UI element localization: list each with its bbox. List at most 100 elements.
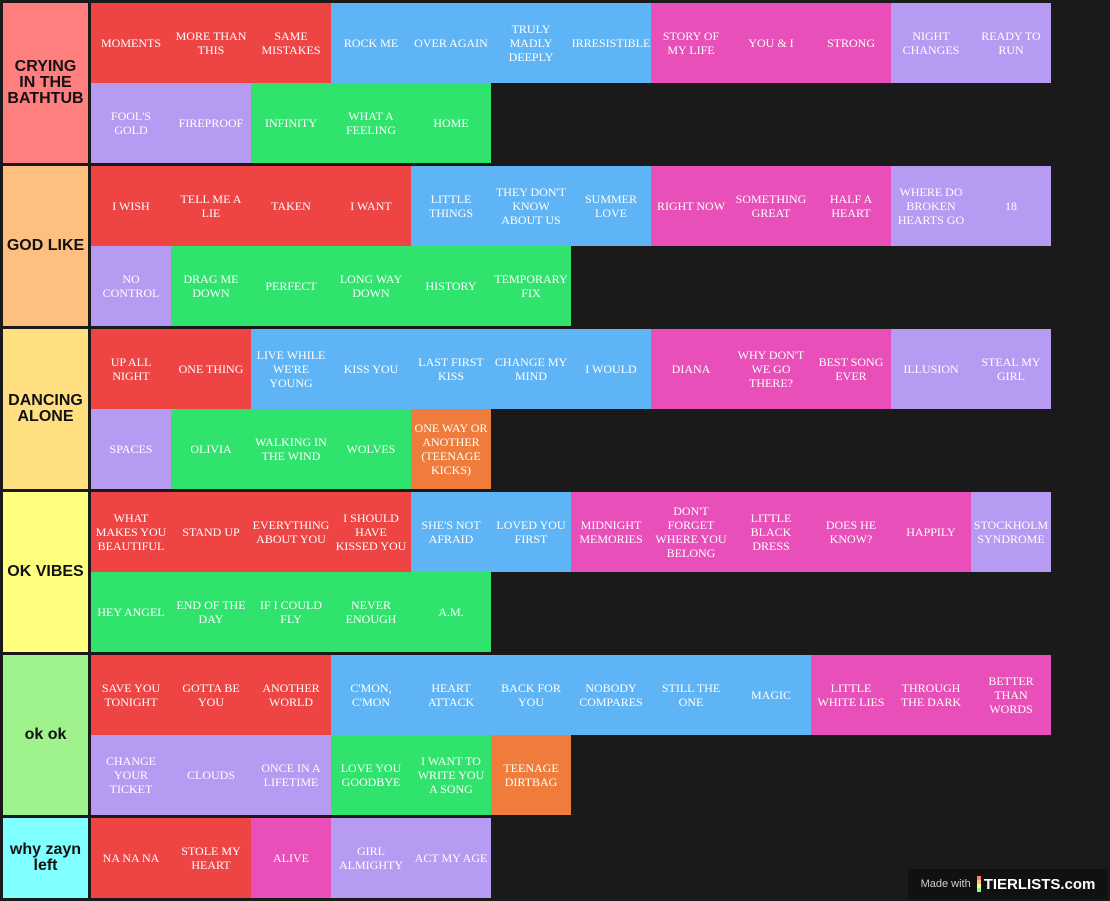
tier-item[interactable]: IF I COULD FLY	[251, 572, 331, 652]
tier-label[interactable]: DANCING ALONE	[3, 329, 88, 489]
tier-item[interactable]: STOLE MY HEART	[171, 818, 251, 898]
tier-item[interactable]: PERFECT	[251, 246, 331, 326]
tier-item[interactable]: I WOULD	[571, 329, 651, 409]
tier-item[interactable]: DOES HE KNOW?	[811, 492, 891, 572]
tier-item[interactable]: NO CONTROL	[91, 246, 171, 326]
tier-item[interactable]: HISTORY	[411, 246, 491, 326]
tier-item[interactable]: TEMPORARY FIX	[491, 246, 571, 326]
tier-item[interactable]: STEAL MY GIRL	[971, 329, 1051, 409]
tier-item[interactable]: ANOTHER WORLD	[251, 655, 331, 735]
tier-item[interactable]: DIANA	[651, 329, 731, 409]
tier-item[interactable]: LOVE YOU GOODBYE	[331, 735, 411, 815]
tier-item[interactable]: INFINITY	[251, 83, 331, 163]
tier-item[interactable]: EVERYTHING ABOUT YOU	[251, 492, 331, 572]
tier-item[interactable]: 18	[971, 166, 1051, 246]
tier-item[interactable]: YOU & I	[731, 3, 811, 83]
tier-item[interactable]: I WANT TO WRITE YOU A SONG	[411, 735, 491, 815]
tier-item[interactable]: SAVE YOU TONIGHT	[91, 655, 171, 735]
tier-item[interactable]: CHANGE YOUR TICKET	[91, 735, 171, 815]
watermark[interactable]: Made with TIERLISTS.com	[908, 869, 1108, 899]
tier-item[interactable]: HEY ANGEL	[91, 572, 171, 652]
tier-item[interactable]: MORE THAN THIS	[171, 3, 251, 83]
tier-item[interactable]: SOMETHING GREAT	[731, 166, 811, 246]
tier-item[interactable]: STAND UP	[171, 492, 251, 572]
tier-item[interactable]: LITTLE BLACK DRESS	[731, 492, 811, 572]
tier-item[interactable]: HAPPILY	[891, 492, 971, 572]
tier-item[interactable]: LITTLE WHITE LIES	[811, 655, 891, 735]
tier-label[interactable]: why zayn left	[3, 818, 88, 898]
tier-item[interactable]: HOME	[411, 83, 491, 163]
tier-item[interactable]: OLIVIA	[171, 409, 251, 489]
tier-item[interactable]: LOVED YOU FIRST	[491, 492, 571, 572]
tierlists-logo-icon: TIERLISTS.com	[976, 876, 1095, 893]
tier-item[interactable]: MIDNIGHT MEMORIES	[571, 492, 651, 572]
tier-item[interactable]: CLOUDS	[171, 735, 251, 815]
tier-item[interactable]: I WISH	[91, 166, 171, 246]
tier-item[interactable]: LIVE WHILE WE'RE YOUNG	[251, 329, 331, 409]
tier-item[interactable]: LONG WAY DOWN	[331, 246, 411, 326]
tier-label[interactable]: GOD LIKE	[3, 166, 88, 326]
tier-item[interactable]: END OF THE DAY	[171, 572, 251, 652]
tier-item[interactable]: NEVER ENOUGH	[331, 572, 411, 652]
tier-item[interactable]: ONCE IN A LIFETIME	[251, 735, 331, 815]
tier-item[interactable]: ILLUSION	[891, 329, 971, 409]
tier-item[interactable]: STRONG	[811, 3, 891, 83]
tier-item[interactable]: READY TO RUN	[971, 3, 1051, 83]
tier-item[interactable]: ONE WAY OR ANOTHER (TEENAGE KICKS)	[411, 409, 491, 489]
tier-item[interactable]: I SHOULD HAVE KISSED YOU	[331, 492, 411, 572]
tier-item[interactable]: TEENAGE DIRTBAG	[491, 735, 571, 815]
tier-label[interactable]: OK VIBES	[3, 492, 88, 652]
tier-item[interactable]: A.M.	[411, 572, 491, 652]
tier-item[interactable]: TAKEN	[251, 166, 331, 246]
tier-item[interactable]: STILL THE ONE	[651, 655, 731, 735]
tier-item[interactable]: WHERE DO BROKEN HEARTS GO	[891, 166, 971, 246]
tier-item[interactable]: KISS YOU	[331, 329, 411, 409]
tier-item[interactable]: NIGHT CHANGES	[891, 3, 971, 83]
tier-item[interactable]: I WANT	[331, 166, 411, 246]
tier-item[interactable]: NOBODY COMPARES	[571, 655, 651, 735]
tier-item[interactable]: MAGIC	[731, 655, 811, 735]
tier-label[interactable]: ok ok	[3, 655, 88, 815]
tier-item[interactable]: SAME MISTAKES	[251, 3, 331, 83]
tier-item[interactable]: DON'T FORGET WHERE YOU BELONG	[651, 492, 731, 572]
tier-item[interactable]: BACK FOR YOU	[491, 655, 571, 735]
tier-item[interactable]: THROUGH THE DARK	[891, 655, 971, 735]
tier-item[interactable]: RIGHT NOW	[651, 166, 731, 246]
tier-item[interactable]: MOMENTS	[91, 3, 171, 83]
tier-item[interactable]: UP ALL NIGHT	[91, 329, 171, 409]
tier-item[interactable]: TRULY MADLY DEEPLY	[491, 3, 571, 83]
tier-item[interactable]: TELL ME A LIE	[171, 166, 251, 246]
tier-item[interactable]: GOTTA BE YOU	[171, 655, 251, 735]
tier-item[interactable]: THEY DON'T KNOW ABOUT US	[491, 166, 571, 246]
tier-item[interactable]: STORY OF MY LIFE	[651, 3, 731, 83]
tier-item[interactable]: BETTER THAN WORDS	[971, 655, 1051, 735]
tier-item[interactable]: SHE'S NOT AFRAID	[411, 492, 491, 572]
tier-item[interactable]: LAST FIRST KISS	[411, 329, 491, 409]
tier-item[interactable]: C'MON, C'MON	[331, 655, 411, 735]
tier-item[interactable]: WOLVES	[331, 409, 411, 489]
tier-item[interactable]: FOOL'S GOLD	[91, 83, 171, 163]
tier-item[interactable]: ACT MY AGE	[411, 818, 491, 898]
tier-item[interactable]: NA NA NA	[91, 818, 171, 898]
tier-item[interactable]: ALIVE	[251, 818, 331, 898]
tier-label[interactable]: CRYING IN THE BATHTUB	[3, 3, 88, 163]
tier-item[interactable]: DRAG ME DOWN	[171, 246, 251, 326]
tier-item[interactable]: LITTLE THINGS	[411, 166, 491, 246]
tier-item[interactable]: OVER AGAIN	[411, 3, 491, 83]
tier-item[interactable]: BEST SONG EVER	[811, 329, 891, 409]
tier-item[interactable]: HEART ATTACK	[411, 655, 491, 735]
tier-item[interactable]: WHY DON'T WE GO THERE?	[731, 329, 811, 409]
tier-item[interactable]: WHAT A FEELING	[331, 83, 411, 163]
tier-item[interactable]: GIRL ALMIGHTY	[331, 818, 411, 898]
tier-item[interactable]: SUMMER LOVE	[571, 166, 651, 246]
tier-item[interactable]: HALF A HEART	[811, 166, 891, 246]
tier-item[interactable]: SPACES	[91, 409, 171, 489]
tier-item[interactable]: WHAT MAKES YOU BEAUTIFUL	[91, 492, 171, 572]
tier-item[interactable]: ONE THING	[171, 329, 251, 409]
tier-item[interactable]: IRRESISTIBLE	[571, 3, 651, 83]
tier-item[interactable]: STOCKHOLM SYNDROME	[971, 492, 1051, 572]
tier-item[interactable]: WALKING IN THE WIND	[251, 409, 331, 489]
tier-item[interactable]: FIREPROOF	[171, 83, 251, 163]
tier-item[interactable]: ROCK ME	[331, 3, 411, 83]
tier-item[interactable]: CHANGE MY MIND	[491, 329, 571, 409]
